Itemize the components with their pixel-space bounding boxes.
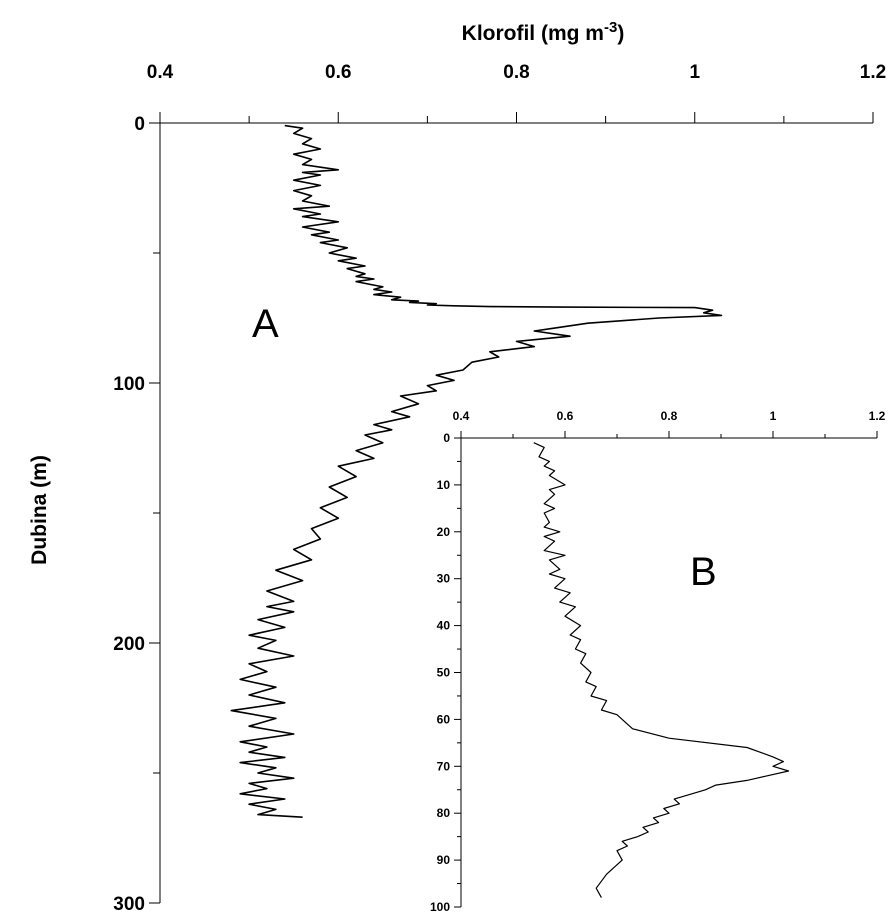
inset-y-tick-label: 40 — [437, 619, 451, 633]
main-profile-line — [230, 124, 723, 818]
main-x-tick-labels: 0.4 0.6 0.8 1 1.2 — [147, 62, 886, 83]
inset-x-tick-label: 1 — [770, 409, 777, 423]
inset-y-tick-label: 100 — [430, 900, 450, 912]
inset-y-tick-label: 80 — [437, 806, 451, 820]
inset-background — [448, 412, 893, 912]
inset-x-tick-labels: 0.4 0.6 0.8 1 1.2 — [453, 409, 886, 423]
inset-y-tick-label: 90 — [437, 853, 451, 867]
inset-y-tick-label: 60 — [437, 712, 451, 726]
inset-chart: 0.4 0.6 0.8 1 1.2 0 10 20 30 40 50 60 70 80 90 100 B — [430, 409, 893, 912]
inset-x-tick-label: 0.4 — [453, 409, 470, 423]
main-x-tick-label: 1 — [689, 62, 700, 83]
main-y-tick-label: 200 — [113, 634, 145, 655]
inset-axes — [454, 431, 878, 908]
inset-y-tick-labels: 0 10 20 30 40 50 60 70 80 90 100 — [430, 431, 450, 912]
inset-x-tick-label: 0.6 — [557, 409, 574, 423]
inset-y-tick-label: 50 — [437, 666, 451, 680]
x-axis-title: Klorofil (mg m-3) — [462, 19, 625, 45]
main-y-tick-labels: 0 100 200 300 — [113, 114, 145, 912]
main-x-tick-label: 1.2 — [860, 62, 886, 83]
main-axes — [149, 112, 874, 904]
inset-x-tick-label: 1.2 — [869, 409, 886, 423]
main-x-tick-label: 0.6 — [325, 62, 351, 83]
inset-y-tick-label: 10 — [437, 478, 451, 492]
main-x-tick-label: 0.8 — [503, 62, 529, 83]
inset-y-tick-label: 30 — [437, 572, 451, 586]
main-x-tick-label: 0.4 — [147, 62, 174, 83]
inset-y-tick-label: 70 — [437, 759, 451, 773]
main-y-tick-label: 100 — [113, 374, 145, 395]
main-y-tick-label: 0 — [134, 114, 145, 135]
inset-x-tick-label: 0.8 — [661, 409, 678, 423]
inset-y-tick-label: 0 — [443, 431, 450, 445]
main-y-tick-label: 300 — [113, 894, 145, 912]
panel-label-a: A — [252, 302, 279, 346]
inset-y-tick-label: 20 — [437, 525, 451, 539]
inset-profile-line — [533, 442, 790, 898]
y-axis-title: Dubina (m) — [28, 455, 51, 565]
panel-label-b: B — [690, 550, 717, 594]
